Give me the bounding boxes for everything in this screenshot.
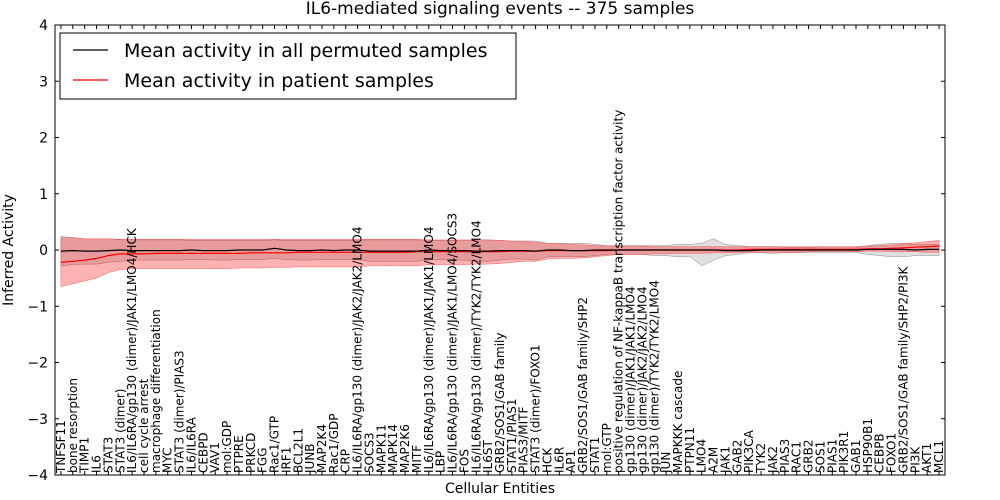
x-tick-label: JUN: [659, 452, 673, 474]
x-tick-label: PIAS3/MITF: [517, 406, 531, 473]
x-tick-label: MYC: [161, 448, 175, 473]
x-tick-label: GRB2: [802, 439, 816, 473]
x-tick-label: FGG: [256, 448, 270, 474]
x-tick-label: MAPKKK cascade: [671, 371, 685, 473]
x-tick-label: PTPN11: [683, 427, 697, 473]
y-tick-label: 0: [39, 243, 48, 259]
x-tick-label: TYK2: [754, 443, 768, 474]
x-axis-label: Cellular Entities: [445, 481, 555, 497]
x-tick-label: IRF1: [279, 447, 293, 473]
x-tick-label: PI3K: [908, 446, 922, 473]
x-tick-label: macrophage differentiation: [149, 309, 163, 473]
x-tick-label: PIAS3: [778, 439, 792, 473]
y-axis-label: Inferred Activity: [1, 194, 17, 306]
legend-label-permuted: Mean activity in all permuted samples: [124, 40, 487, 62]
x-tick-label: PIK3R1: [837, 431, 851, 473]
x-tick-label: cell cycle arrest: [137, 378, 151, 473]
x-tick-label: IL6/IL6RA/gp130 (dimer)/JAK2/JAK2/LMO4: [351, 227, 365, 473]
x-tick-label: STAT3 (dimer): [113, 389, 127, 473]
x-tick-label: MCL1: [932, 440, 946, 473]
x-tick-label: JAK1: [719, 446, 733, 474]
x-tick-label: Rac1/GTP: [268, 416, 282, 473]
x-tick-label: JUNB: [303, 443, 317, 474]
x-tick-label: PTPRE: [232, 435, 246, 473]
x-tick-label: HCK: [541, 447, 555, 473]
legend: Mean activity in all permuted samples Me…: [59, 32, 517, 100]
x-tick-label: PRKCD: [244, 433, 258, 473]
legend-box: [59, 32, 517, 100]
y-tick-label: 2: [39, 131, 48, 147]
y-tick-label: −4: [27, 468, 48, 484]
x-tick-label: GRB2/SOS1/GAB family/SHP2: [576, 297, 590, 473]
y-tick-label: −3: [27, 412, 48, 428]
x-tick-label: FOXO1: [885, 433, 899, 473]
x-tick-label: mol:GDP: [220, 421, 234, 473]
x-tick-label: PIK3CA: [742, 429, 756, 473]
x-tick-label: CRP: [339, 449, 353, 473]
x-tick-label: STAT3 (dimer)/PIAS3: [173, 350, 187, 473]
x-tick-label: FOS: [457, 449, 471, 473]
x-tick-label: gp130 (dimer)/JAK2/JAK2/LMO4: [635, 286, 649, 473]
x-tick-label: MAPK11: [374, 424, 388, 473]
y-tick-label: 1: [39, 187, 48, 203]
x-tick-label: IL6/IL6RA: [185, 416, 199, 473]
x-tick-label: CEBPD: [196, 432, 210, 473]
x-tick-label: AP1: [564, 450, 578, 473]
y-tick-label: 4: [39, 18, 48, 34]
x-tick-label: IL6/IL6RA/gp130 (dimer)/TYK2/TYK2/LMO4: [469, 220, 483, 473]
x-tick-label: GAB1: [849, 440, 863, 473]
x-tick-label: MAP2K6: [398, 424, 412, 473]
x-tick-label: gp130 (dimer)/JAK1/JAK1/LMO4: [624, 286, 638, 473]
patient-band: [60, 237, 940, 287]
x-tick-label: STAT3: [101, 437, 115, 473]
permuted-mean-line: [60, 247, 940, 252]
x-tick-label: TIMP1: [78, 437, 92, 474]
x-tick-label: mol:GTP: [600, 423, 614, 473]
x-tick-label: MITF: [410, 445, 424, 473]
x-tick-label: IL6/IL6RA/gp130 (dimer)/JAK1/JAK1/LMO4: [422, 227, 436, 473]
x-tick-label: LBP: [434, 451, 448, 473]
x-tick-label: VAV1: [208, 442, 222, 473]
x-tick-label: RAC1: [790, 441, 804, 473]
y-tick-label: −1: [27, 299, 48, 315]
x-tick-label: bone resorption: [66, 378, 80, 473]
x-tick-label: TNFSF11: [54, 420, 68, 474]
y-tick-label: 3: [39, 74, 48, 90]
x-tick-label: IL6/IL6RA/gp130 (dimer)/JAK1/LMO4/HCK: [125, 227, 139, 473]
x-tick-label: gp130 (dimer)/TYK2/TYK2/LMO4: [647, 280, 661, 473]
x-tick-label: Rac1/GDP: [327, 414, 341, 473]
x-tick-label: positive regulation of NF-kappaB transcr…: [612, 110, 626, 473]
x-tick-label: JAK2: [766, 446, 780, 474]
x-tick-label: SOS1: [813, 441, 827, 473]
x-tick-label: GAB2: [730, 440, 744, 473]
x-tick-label: GRB2/SOS1/GAB family: [493, 333, 507, 474]
x-tick-label: IL6ST: [481, 440, 495, 473]
x-tick-label: STAT1/PIAS1: [505, 398, 519, 473]
x-tick-label: IL6R: [552, 447, 566, 473]
x-tick-label: SOCS3: [363, 432, 377, 473]
x-tick-label: STAT1: [588, 437, 602, 473]
x-tick-label: MAP2K4: [315, 424, 329, 473]
chart-title: IL6-mediated signaling events -- 375 sam…: [306, 0, 695, 19]
x-tick-label: AKT1: [920, 443, 934, 473]
x-tick-label: BCL2L1: [291, 428, 305, 473]
x-tick-label: GRB2/SOS1/GAB family/SHP2/PI3K: [897, 265, 911, 473]
x-tick-label: CEBPB: [873, 433, 887, 473]
x-tick-label: IL6/IL6RA/gp130 (dimer)/JAK1/LMO4/SOCS3: [446, 213, 460, 473]
x-tick-label: LMO4: [695, 439, 709, 473]
legend-label-patient: Mean activity in patient samples: [124, 70, 434, 92]
x-tick-label: STAT3 (dimer)/FOXO1: [529, 344, 543, 473]
y-tick-label: −2: [27, 356, 48, 372]
x-tick-label: IL6: [90, 455, 104, 473]
x-tick-label: MAPK14: [386, 424, 400, 473]
x-tick-label: A2M: [707, 447, 721, 473]
x-tick-label: PIAS1: [825, 439, 839, 473]
x-tick-label: HSP90B1: [861, 418, 875, 473]
